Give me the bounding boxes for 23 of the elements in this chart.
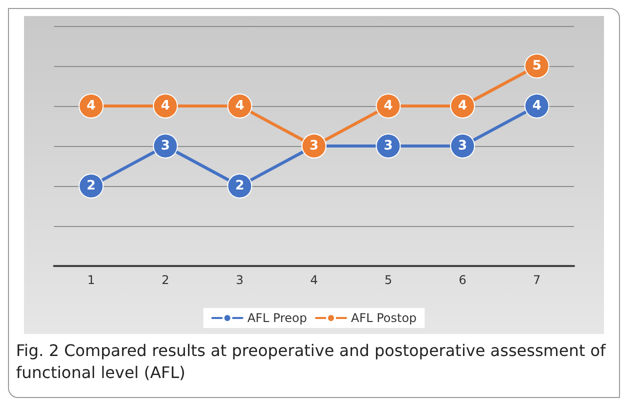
data-label: 2 — [235, 178, 244, 194]
data-label: 3 — [160, 138, 170, 154]
x-tick-label: 3 — [236, 273, 244, 287]
legend-label: AFL Postop — [350, 311, 417, 325]
data-label: 3 — [384, 138, 393, 154]
data-label: 4 — [384, 98, 393, 114]
data-label: 4 — [235, 98, 244, 114]
x-tick-label: 5 — [384, 273, 392, 287]
legend-label: AFL Preop — [247, 311, 307, 325]
x-tick-label: 7 — [533, 273, 541, 287]
data-label: 3 — [309, 138, 319, 154]
data-label: 5 — [532, 58, 542, 74]
caption: Fig. 2 Compared results at preoperative and postoperative assessment of functional level (AFL) — [16, 340, 606, 384]
x-tick-label: 1 — [87, 273, 95, 287]
x-tick-label: 4 — [310, 273, 318, 287]
data-label: 2 — [86, 178, 96, 194]
data-label: 4 — [458, 98, 468, 114]
x-tick-label: 2 — [162, 273, 170, 287]
data-label: 4 — [532, 98, 542, 114]
data-label: 3 — [458, 138, 468, 154]
data-label: 4 — [160, 98, 170, 114]
data-label: 4 — [86, 98, 96, 114]
x-tick-label: 6 — [458, 273, 466, 287]
